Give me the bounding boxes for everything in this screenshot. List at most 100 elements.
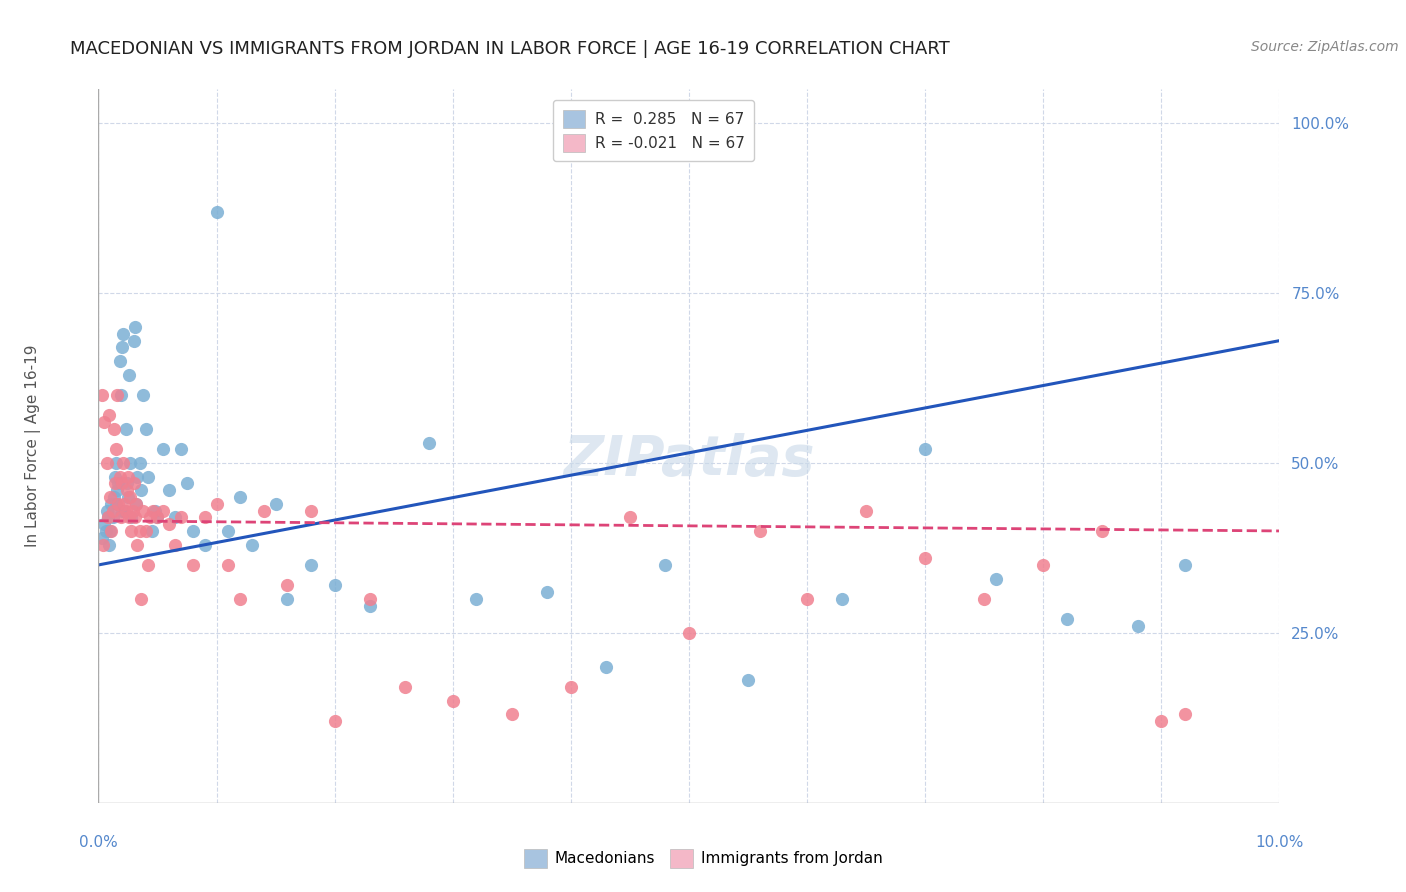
- Point: [152, 442, 174, 457]
- Point: [501, 707, 523, 722]
- Legend: Macedonians, Immigrants from Jordan: Macedonians, Immigrants from Jordan: [517, 843, 889, 873]
- Point: [127, 537, 149, 551]
- Point: [323, 714, 346, 729]
- Point: [165, 537, 187, 551]
- Point: [170, 442, 193, 457]
- Point: [122, 334, 145, 348]
- Point: [217, 558, 239, 572]
- Point: [229, 490, 252, 504]
- Point: [105, 388, 128, 402]
- Point: [465, 591, 488, 606]
- Point: [98, 537, 121, 551]
- Point: [98, 524, 121, 538]
- Point: [122, 476, 145, 491]
- Point: [124, 510, 146, 524]
- Point: [619, 510, 641, 524]
- Point: [141, 524, 163, 538]
- Text: In Labor Force | Age 16-19: In Labor Force | Age 16-19: [25, 344, 41, 548]
- Point: [117, 490, 139, 504]
- Point: [103, 490, 125, 504]
- Point: [107, 497, 129, 511]
- Point: [111, 503, 134, 517]
- Point: [100, 524, 122, 538]
- Point: [97, 510, 120, 524]
- Point: [125, 497, 148, 511]
- Point: [143, 503, 166, 517]
- Point: [121, 510, 143, 524]
- Point: [748, 524, 770, 538]
- Point: [117, 469, 139, 483]
- Point: [101, 503, 124, 517]
- Point: [536, 585, 558, 599]
- Point: [973, 591, 995, 606]
- Point: [146, 510, 169, 524]
- Point: [240, 537, 263, 551]
- Point: [796, 591, 818, 606]
- Point: [127, 469, 149, 483]
- Point: [110, 388, 132, 402]
- Point: [595, 660, 617, 674]
- Point: [678, 626, 700, 640]
- Point: [984, 572, 1007, 586]
- Point: [128, 524, 150, 538]
- Point: [157, 517, 180, 532]
- Point: [128, 456, 150, 470]
- Point: [299, 503, 322, 517]
- Point: [104, 469, 127, 483]
- Point: [112, 456, 135, 470]
- Point: [105, 442, 128, 457]
- Point: [114, 503, 136, 517]
- Point: [115, 483, 138, 498]
- Text: 10.0%: 10.0%: [1256, 836, 1303, 850]
- Point: [560, 680, 582, 694]
- Point: [194, 510, 217, 524]
- Point: [181, 524, 204, 538]
- Point: [108, 354, 131, 368]
- Point: [855, 503, 877, 517]
- Point: [139, 510, 162, 524]
- Point: [253, 503, 276, 517]
- Point: [1150, 714, 1173, 729]
- Text: ZIPatlas: ZIPatlas: [564, 434, 814, 487]
- Point: [136, 558, 159, 572]
- Point: [181, 558, 204, 572]
- Point: [914, 551, 936, 566]
- Point: [1091, 524, 1114, 538]
- Point: [129, 591, 152, 606]
- Point: [118, 510, 141, 524]
- Point: [831, 591, 853, 606]
- Point: [205, 204, 228, 219]
- Point: [157, 483, 180, 498]
- Text: 0.0%: 0.0%: [79, 836, 118, 850]
- Point: [359, 591, 381, 606]
- Point: [142, 503, 165, 517]
- Point: [98, 490, 121, 504]
- Point: [118, 368, 141, 382]
- Point: [205, 497, 228, 511]
- Point: [105, 456, 128, 470]
- Point: [1174, 707, 1197, 722]
- Text: Source: ZipAtlas.com: Source: ZipAtlas.com: [1251, 40, 1399, 54]
- Point: [96, 503, 118, 517]
- Point: [105, 483, 128, 498]
- Point: [418, 435, 440, 450]
- Point: [110, 510, 132, 524]
- Point: [96, 456, 118, 470]
- Point: [100, 497, 122, 511]
- Point: [103, 422, 125, 436]
- Point: [135, 422, 157, 436]
- Point: [125, 497, 148, 511]
- Point: [737, 673, 759, 688]
- Point: [108, 469, 131, 483]
- Point: [104, 476, 127, 491]
- Point: [93, 517, 115, 532]
- Point: [170, 510, 193, 524]
- Point: [115, 476, 138, 491]
- Point: [152, 503, 174, 517]
- Point: [132, 388, 155, 402]
- Legend: R =  0.285   N = 67, R = -0.021   N = 67: R = 0.285 N = 67, R = -0.021 N = 67: [554, 101, 754, 161]
- Point: [112, 326, 135, 341]
- Point: [1174, 558, 1197, 572]
- Point: [394, 680, 416, 694]
- Point: [165, 510, 187, 524]
